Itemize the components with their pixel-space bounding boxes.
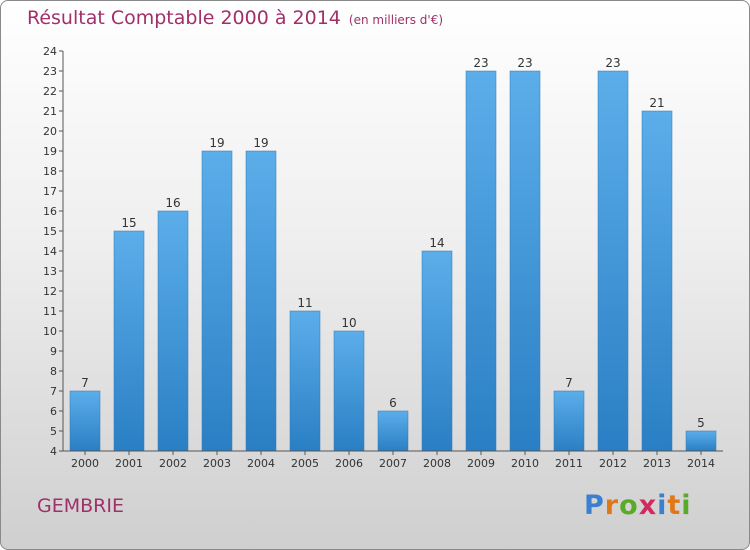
x-tick-label: 2010 xyxy=(511,457,539,470)
data-label: 6 xyxy=(389,396,397,410)
bars: 7 15 16 19 19 11 10 6 14 23 23 7 23 21 5 xyxy=(69,56,717,452)
x-tick-label: 2012 xyxy=(599,457,627,470)
x-tick-label: 2007 xyxy=(379,457,407,470)
y-tick-label: 8 xyxy=(50,365,57,378)
logo-letter: o xyxy=(619,490,639,521)
y-tick-label: 14 xyxy=(43,245,57,258)
data-label: 19 xyxy=(253,136,268,150)
y-axis: 4 5 6 7 8 9 10 11 12 13 14 15 16 17 18 19 20 21 22 23 24 xyxy=(43,45,64,458)
x-tick-label: 2005 xyxy=(291,457,319,470)
y-tick-label: 9 xyxy=(50,345,57,358)
x-tick-label: 2001 xyxy=(115,457,143,470)
bar xyxy=(553,390,585,452)
data-label: 10 xyxy=(341,316,356,330)
y-tick-label: 18 xyxy=(43,165,57,178)
bar xyxy=(641,110,673,452)
y-tick-label: 24 xyxy=(43,45,57,58)
bar xyxy=(509,70,541,452)
x-tick-label: 2014 xyxy=(687,457,715,470)
y-tick-label: 6 xyxy=(50,405,57,418)
logo-letter: P xyxy=(584,490,605,521)
y-tick-label: 10 xyxy=(43,325,57,338)
bar xyxy=(201,150,233,452)
bar xyxy=(245,150,277,452)
chart-title-text: Résultat Comptable 2000 à 2014 xyxy=(27,7,341,29)
y-tick-label: 22 xyxy=(43,85,57,98)
y-tick-label: 5 xyxy=(50,425,57,438)
y-tick-label: 4 xyxy=(50,445,57,458)
y-tick-label: 13 xyxy=(43,265,57,278)
data-label: 19 xyxy=(209,136,224,150)
bar xyxy=(289,310,321,452)
data-label: 15 xyxy=(121,216,136,230)
proxiti-logo[interactable]: Proxiti xyxy=(584,490,692,521)
data-label: 16 xyxy=(165,196,180,210)
bar xyxy=(377,410,409,452)
logo-letter: i xyxy=(681,490,692,521)
x-tick-label: 2009 xyxy=(467,457,495,470)
bar xyxy=(597,70,629,452)
data-label: 23 xyxy=(605,56,620,70)
data-label: 5 xyxy=(697,416,705,430)
bar xyxy=(113,230,145,452)
x-tick-label: 2004 xyxy=(247,457,275,470)
bar xyxy=(421,250,453,452)
logo-letter: r xyxy=(604,490,620,521)
data-label: 23 xyxy=(517,56,532,70)
data-label: 7 xyxy=(565,376,573,390)
x-tick-label: 2003 xyxy=(203,457,231,470)
bar xyxy=(157,210,189,452)
x-tick-label: 2008 xyxy=(423,457,451,470)
commune-name: GEMBRIE xyxy=(37,495,124,517)
y-tick-label: 17 xyxy=(43,185,57,198)
y-tick-label: 16 xyxy=(43,205,57,218)
x-axis: 2000 2001 2002 2003 2004 2005 2006 2007 2008 2009… xyxy=(63,450,723,470)
y-tick-label: 11 xyxy=(43,305,57,318)
chart-title: Résultat Comptable 2000 à 2014 (en millie… xyxy=(27,7,443,29)
bar xyxy=(465,70,497,452)
logo-letter: x xyxy=(638,490,658,521)
y-tick-label: 23 xyxy=(43,65,57,78)
chart-unit: (en milliers d'€) xyxy=(348,13,444,27)
y-tick-label: 19 xyxy=(43,145,57,158)
x-tick-label: 2006 xyxy=(335,457,363,470)
y-tick-label: 21 xyxy=(43,105,57,118)
data-label: 23 xyxy=(473,56,488,70)
bar xyxy=(685,430,717,452)
data-label: 11 xyxy=(297,296,312,310)
logo-letter: t xyxy=(667,490,682,521)
bar xyxy=(69,390,101,452)
logo-letter: i xyxy=(657,490,668,521)
y-tick-label: 20 xyxy=(43,125,57,138)
data-label: 7 xyxy=(81,376,89,390)
y-tick-label: 15 xyxy=(43,225,57,238)
x-tick-label: 2002 xyxy=(159,457,187,470)
bar xyxy=(333,330,365,452)
x-tick-label: 2011 xyxy=(555,457,583,470)
x-tick-label: 2013 xyxy=(643,457,671,470)
y-tick-label: 12 xyxy=(43,285,57,298)
data-label: 21 xyxy=(649,96,664,110)
data-label: 14 xyxy=(429,236,444,250)
x-tick-label: 2000 xyxy=(71,457,99,470)
y-tick-label: 7 xyxy=(50,385,57,398)
